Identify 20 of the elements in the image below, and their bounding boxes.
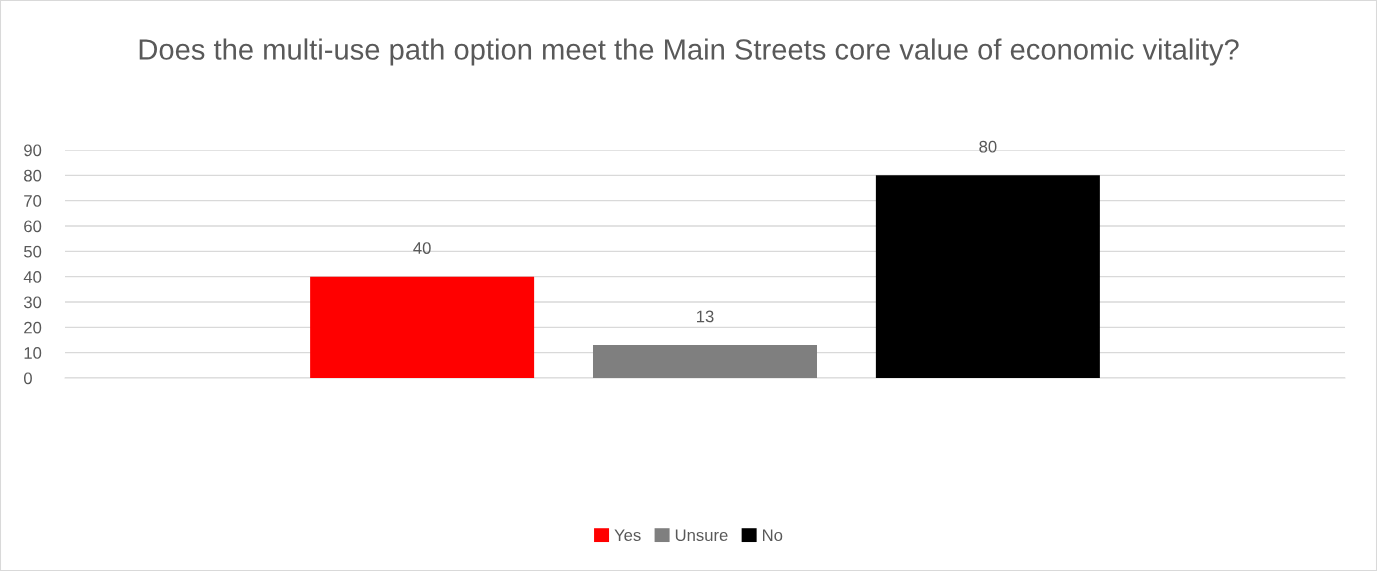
legend-label: Unsure [675, 529, 728, 542]
data-label: 40 [413, 242, 431, 254]
bar [875, 175, 1100, 378]
y-tick-label: 30 [23, 296, 42, 309]
y-tick-label: 60 [24, 220, 42, 233]
legend-label: No [763, 529, 783, 542]
data-label: 13 [697, 310, 714, 323]
legend-label: Yes [614, 529, 641, 542]
chart-title: Does the multi-use path option meet the Main Streets core value of economic vitality? [139, 38, 1239, 66]
y-tick-label: 20 [24, 321, 42, 334]
y-tick-label: 90 [24, 144, 42, 157]
y-tick-label: 0 [23, 372, 32, 385]
bar [593, 345, 817, 378]
y-tick-label: 80 [24, 169, 42, 182]
y-tick-label: 10 [24, 347, 42, 359]
y-tick-label: 70 [24, 195, 42, 207]
y-tick-label: 50 [24, 245, 42, 258]
y-tick-label: 40 [23, 271, 42, 283]
data-label: 80 [979, 140, 997, 153]
bar [310, 276, 535, 378]
